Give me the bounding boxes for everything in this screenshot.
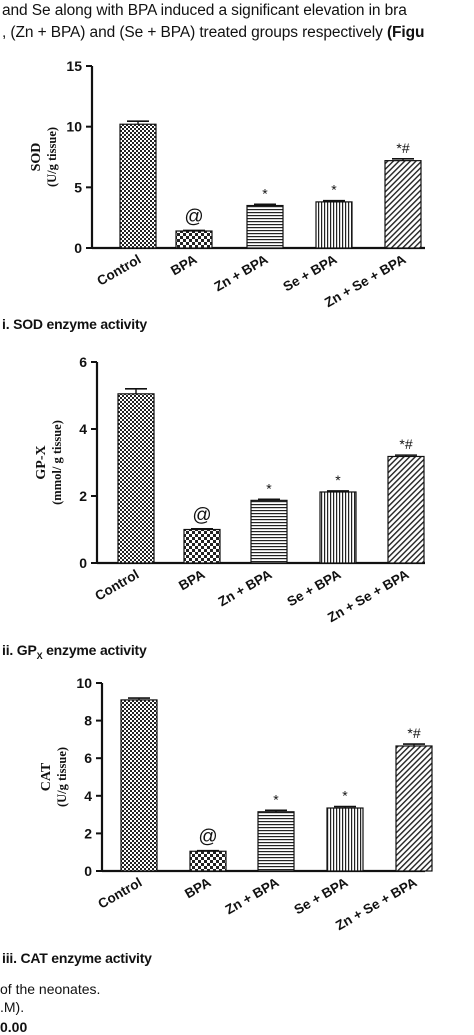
x-tick-label-bpa: BPA <box>168 251 200 278</box>
y-axis-unit: (U/g tissue) <box>55 747 69 807</box>
y-axis-unit: (U/g tissue) <box>45 127 59 187</box>
y-tick-label: 6 <box>84 750 92 766</box>
significance-marker: * <box>342 788 348 804</box>
gpx-caption: ii. GPX enzyme activity <box>2 642 147 661</box>
y-tick-label: 5 <box>74 179 82 195</box>
x-tick-label-control: Control <box>92 567 141 604</box>
gpx-chart: 0 2 4 6 GP-X (mmol/ g tissue) Control @ BPA * Zn +… <box>34 354 425 625</box>
y-tick-label: 4 <box>84 788 92 804</box>
bar-control <box>120 699 158 872</box>
significance-marker: *# <box>396 140 409 156</box>
x-tick-label-se-bpa: Se + BPA <box>285 566 344 609</box>
bar-control <box>117 393 155 564</box>
gpx-caption-suffix: enzyme activity <box>42 642 147 658</box>
bar-zn-bpa <box>250 499 288 564</box>
y-tick-label: 2 <box>84 825 92 841</box>
x-tick-label-bpa: BPA <box>182 874 214 901</box>
x-tick-label-zn-bpa: Zn + BPA <box>216 566 275 609</box>
bar-bpa <box>189 850 227 872</box>
y-axis-title: SOD <box>29 143 44 172</box>
bar-zn-se-bpa <box>395 745 433 872</box>
significance-marker: * <box>273 791 279 807</box>
bar-zn-se-bpa <box>387 455 425 564</box>
sod-caption: i. SOD enzyme activity <box>2 316 147 332</box>
gpx-caption-prefix: ii. GP <box>2 642 37 658</box>
cat-caption: iii. CAT enzyme activity <box>2 950 152 966</box>
significance-marker: *# <box>399 436 412 452</box>
significance-marker: @ <box>198 827 217 848</box>
bar-se-bpa <box>319 491 357 564</box>
x-tick-label-se-bpa: Se + BPA <box>292 874 351 917</box>
y-tick-label: 0 <box>84 863 92 879</box>
y-axis-title: CAT <box>39 762 54 791</box>
bar-zn-bpa <box>246 204 284 249</box>
y-tick-label: 0 <box>79 555 87 571</box>
y-tick-label: 2 <box>79 488 87 504</box>
y-tick-label: 4 <box>79 421 87 437</box>
footer-line-1: of the neonates. <box>0 981 101 997</box>
x-tick-label-zn-bpa: Zn + BPA <box>223 874 282 917</box>
y-tick-label: 0 <box>74 240 82 256</box>
bar-bpa <box>175 230 213 249</box>
x-tick-label-control: Control <box>94 252 143 289</box>
x-tick-label-control: Control <box>95 875 144 912</box>
sod-chart: 0 5 10 15 SOD (U/g tissue) Control @ BPA * Zn + BP… <box>29 58 425 310</box>
y-axis-title: GP-X <box>34 445 49 479</box>
significance-marker: * <box>266 480 272 496</box>
bar-se-bpa <box>315 201 353 249</box>
significance-marker: * <box>335 472 341 488</box>
significance-marker: @ <box>184 206 203 227</box>
bar-bpa <box>183 528 221 564</box>
cat-chart: 0 2 4 6 8 10 CAT (U/g tissue) Control @ BPA * Zn + B… <box>39 675 433 933</box>
body-text-line-2: , (Zn + BPA) and (Se + BPA) treated grou… <box>2 24 424 42</box>
y-tick-label: 10 <box>66 119 82 135</box>
body-text-line-2-text: , (Zn + BPA) and (Se + BPA) treated grou… <box>2 24 387 41</box>
y-axis-unit: (mmol/ g tissue) <box>50 420 64 505</box>
y-tick-label: 15 <box>66 58 82 74</box>
bar-control <box>119 123 157 249</box>
y-tick-label: 8 <box>84 713 92 729</box>
x-tick-label-bpa: BPA <box>176 566 208 593</box>
bar-se-bpa <box>326 807 364 872</box>
body-text-line-1: and Se along with BPA induced a signific… <box>2 2 407 19</box>
bar-zn-se-bpa <box>384 160 422 249</box>
bar-zn-bpa <box>257 811 295 872</box>
significance-marker: *# <box>407 725 420 741</box>
x-tick-label-se-bpa: Se + BPA <box>281 251 340 294</box>
y-tick-label: 6 <box>79 354 87 370</box>
significance-marker: * <box>262 185 268 201</box>
gpx-caption-sub: X <box>36 650 43 661</box>
footer-line-2: .M). <box>0 999 25 1015</box>
figure-reference: (Figu <box>386 24 425 41</box>
x-tick-label-zn-bpa: Zn + BPA <box>212 251 271 294</box>
y-tick-label: 10 <box>76 675 92 691</box>
significance-marker: * <box>331 182 337 198</box>
significance-marker: @ <box>192 505 211 526</box>
footer-line-3: 0.00 <box>0 1019 28 1035</box>
